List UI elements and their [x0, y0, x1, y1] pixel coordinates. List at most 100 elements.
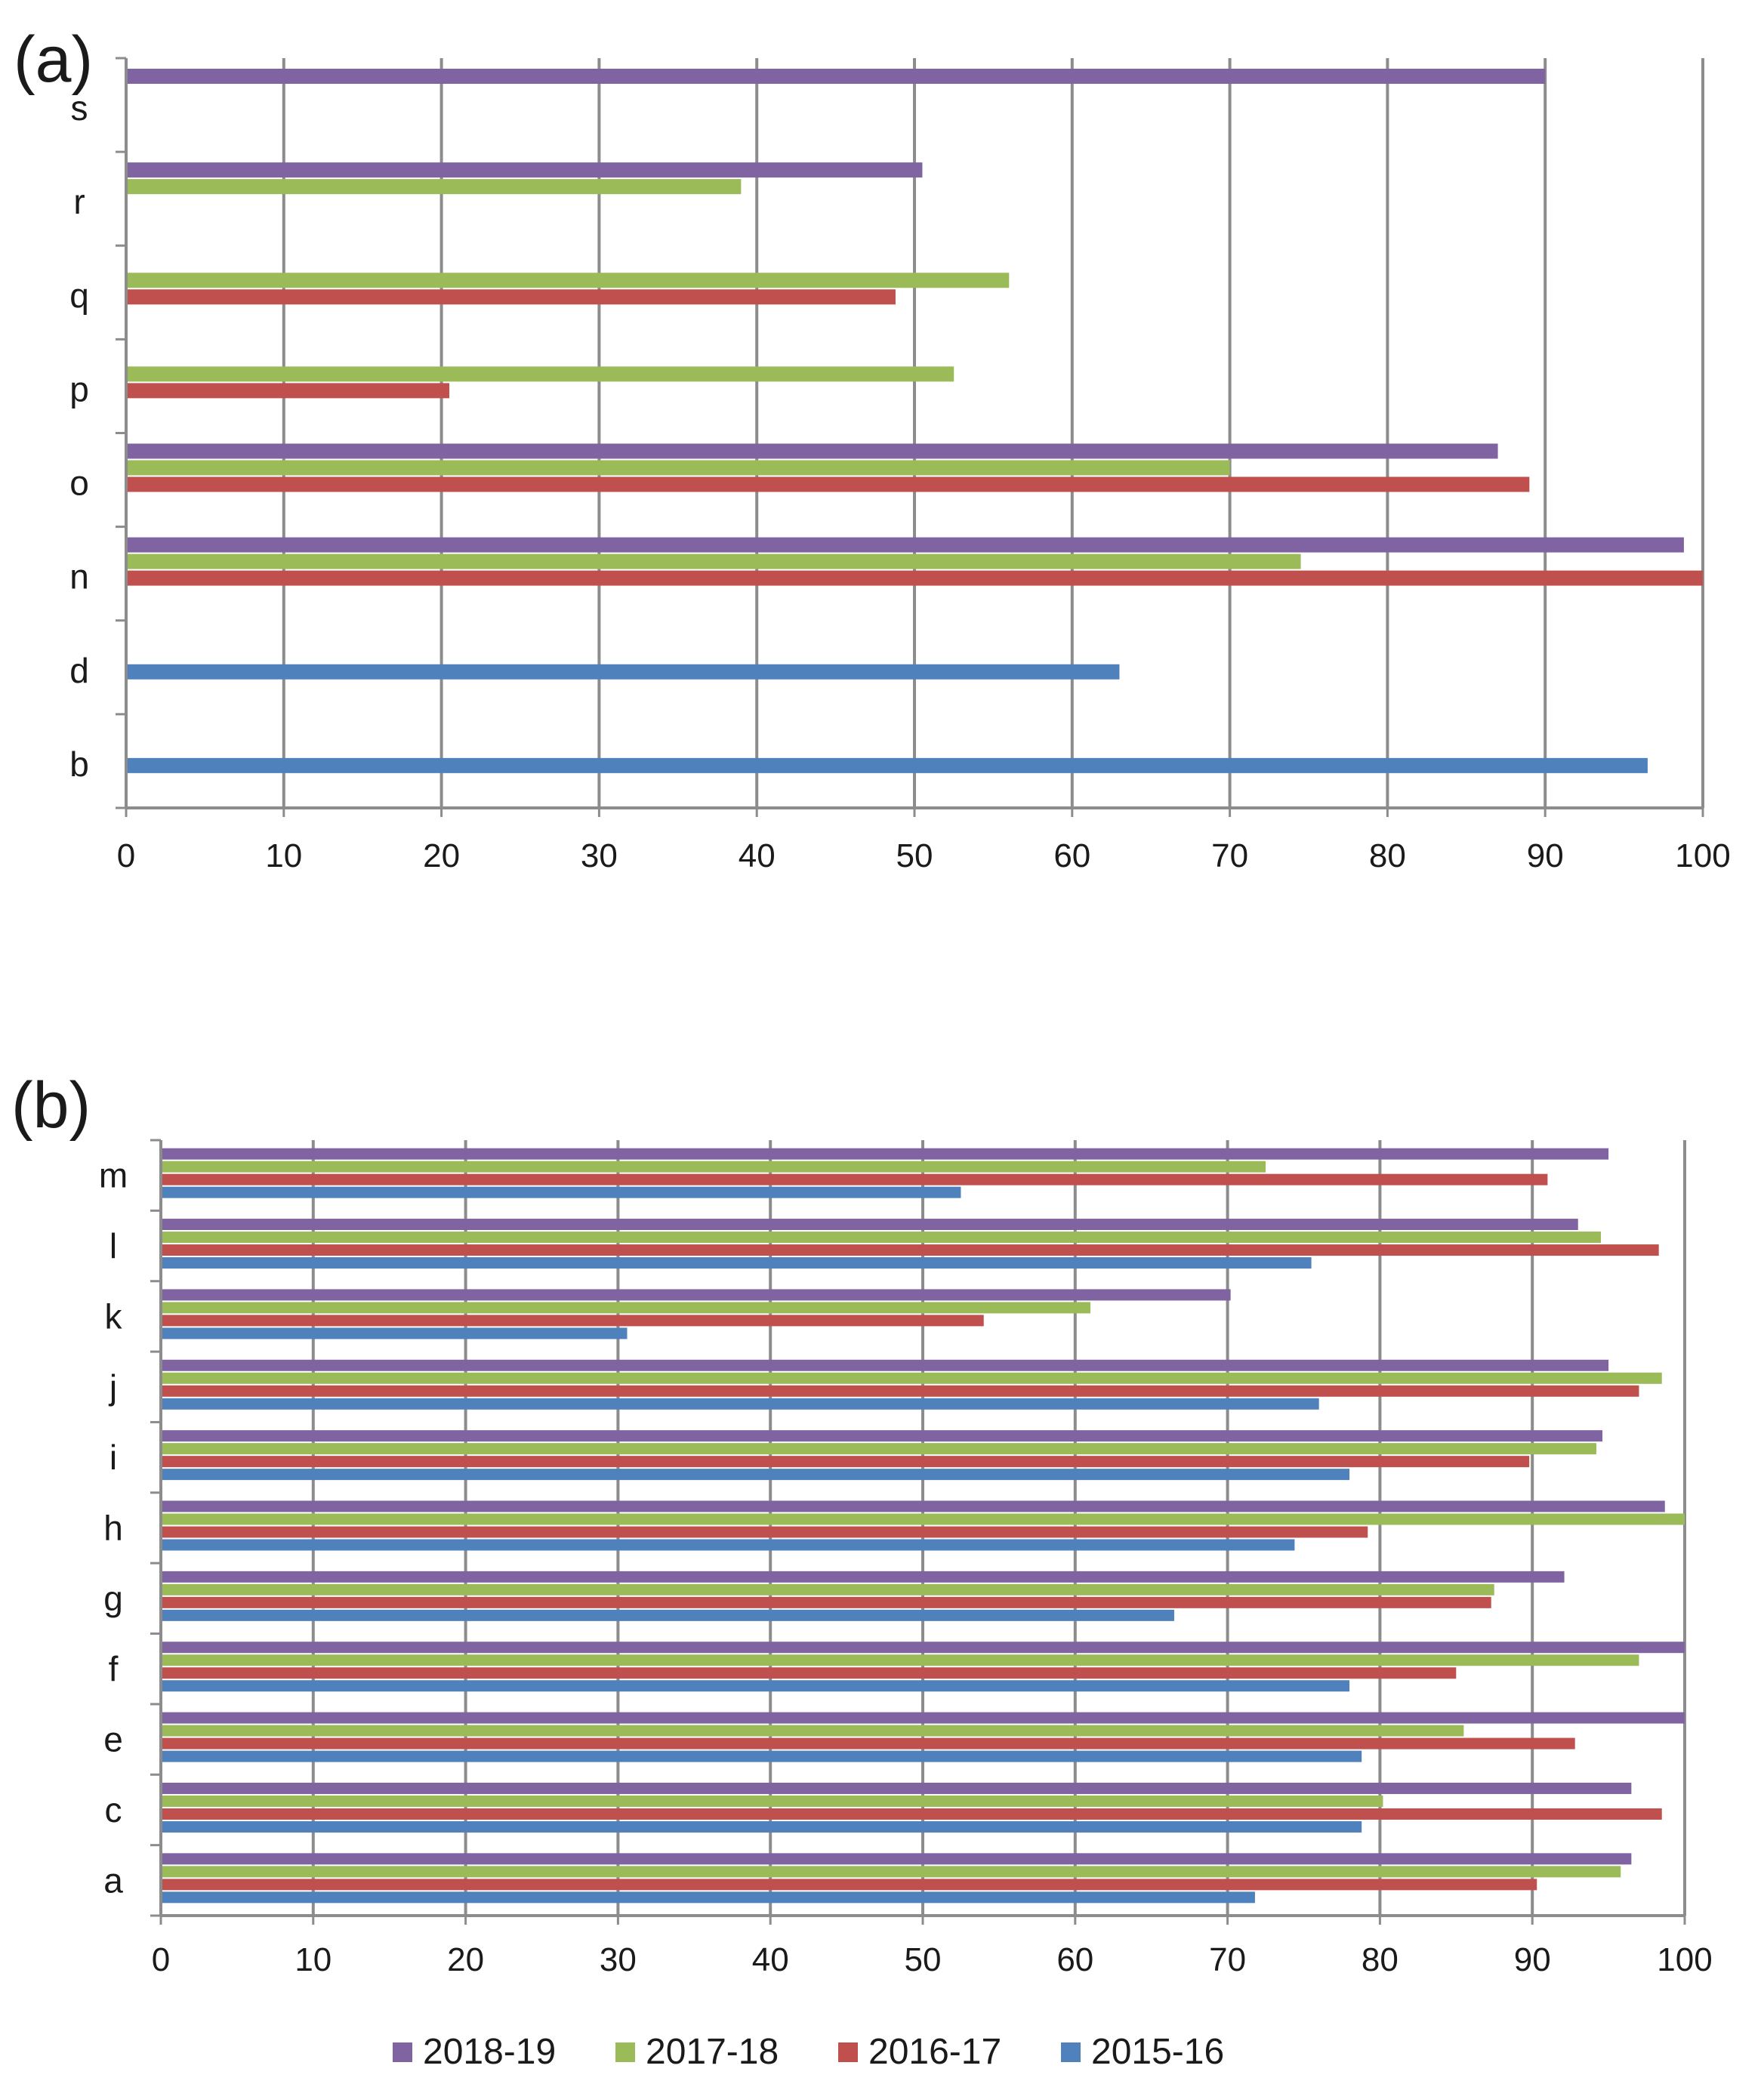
- a-x-tick-label-80: 80: [1369, 837, 1406, 874]
- a-x-tick-label-60: 60: [1053, 837, 1090, 874]
- a-bar-o-2017-18: [128, 460, 1230, 476]
- b-bar-a-2017-18: [162, 1866, 1621, 1878]
- legend-label-2017-18: 2017-18: [646, 2032, 779, 2072]
- b-bar-a-2016-17: [162, 1879, 1537, 1891]
- b-x-tick-label-10: 10: [295, 1941, 332, 1978]
- panel-a-label: (a): [14, 23, 93, 96]
- legend-swatch-2016-17: [838, 2042, 858, 2062]
- a-bar-q-2017-18: [128, 273, 1010, 288]
- b-bar-g-2015-16: [162, 1609, 1174, 1621]
- b-bar-e-2016-17: [162, 1737, 1575, 1750]
- b-x-tick-label-60: 60: [1056, 1941, 1093, 1978]
- b-bar-i-2018-19: [162, 1430, 1603, 1442]
- b-x-tick-label-20: 20: [447, 1941, 484, 1978]
- b-bar-l-2018-19: [162, 1219, 1578, 1231]
- b-bar-h-2016-17: [162, 1526, 1368, 1538]
- b-category-label-a: a: [103, 1860, 123, 1900]
- a-category-label-p: p: [69, 369, 89, 408]
- a-bar-p-2016-17: [128, 383, 450, 399]
- b-bar-i-2016-17: [162, 1456, 1530, 1468]
- legend-swatch-2017-18: [615, 2042, 635, 2062]
- b-bar-h-2015-16: [162, 1539, 1295, 1551]
- legend-label-2018-19: 2018-19: [423, 2032, 556, 2072]
- b-bar-k-2016-17: [162, 1315, 984, 1327]
- b-bar-g-2016-17: [162, 1596, 1491, 1608]
- b-category-label-f: f: [109, 1649, 119, 1688]
- b-x-tick-label-0: 0: [152, 1941, 170, 1978]
- a-category-label-o: o: [69, 464, 89, 503]
- a-bar-n-2016-17: [128, 570, 1703, 586]
- a-category-label-d: d: [69, 651, 89, 690]
- a-category-label-n: n: [69, 557, 89, 597]
- a-bar-d-2015-16: [128, 664, 1120, 680]
- a-category-label-s: s: [71, 88, 88, 128]
- panel-b-label: (b): [11, 1069, 91, 1142]
- legend-swatch-2018-19: [393, 2042, 412, 2062]
- legend: 2018-19 2017-18 2016-17 2015-16: [393, 2032, 1224, 2072]
- b-bar-l-2016-17: [162, 1244, 1659, 1256]
- a-category-label-q: q: [69, 276, 89, 315]
- a-bar-b-2015-16: [128, 757, 1648, 773]
- b-bar-e-2018-19: [162, 1712, 1685, 1724]
- a-category-label-r: r: [73, 182, 85, 221]
- b-bar-i-2015-16: [162, 1469, 1350, 1481]
- a-x-tick-label-50: 50: [896, 837, 933, 874]
- a-x-tick-label-30: 30: [581, 837, 618, 874]
- b-bar-g-2018-19: [162, 1571, 1565, 1583]
- b-category-label-e: e: [103, 1720, 123, 1759]
- b-bar-k-2018-19: [162, 1289, 1231, 1301]
- b-x-tick-label-70: 70: [1209, 1941, 1246, 1978]
- b-category-label-i: i: [109, 1438, 117, 1477]
- legend-label-2016-17: 2016-17: [868, 2032, 1001, 2072]
- b-bar-m-2017-18: [162, 1161, 1266, 1173]
- b-bar-c-2017-18: [162, 1795, 1383, 1807]
- b-category-label-h: h: [103, 1509, 123, 1548]
- b-x-tick-label-30: 30: [600, 1941, 637, 1978]
- a-bar-n-2017-18: [128, 553, 1301, 569]
- b-bar-f-2018-19: [162, 1642, 1685, 1654]
- legend-label-2015-16: 2015-16: [1091, 2032, 1224, 2072]
- b-bar-c-2015-16: [162, 1820, 1362, 1833]
- b-bar-c-2018-19: [162, 1782, 1632, 1794]
- b-bar-e-2015-16: [162, 1750, 1362, 1762]
- b-category-label-g: g: [103, 1579, 123, 1618]
- b-bar-i-2017-18: [162, 1443, 1596, 1455]
- b-category-label-j: j: [108, 1367, 117, 1407]
- b-bar-a-2015-16: [162, 1891, 1255, 1904]
- b-bar-m-2015-16: [162, 1186, 961, 1198]
- b-bar-e-2017-18: [162, 1725, 1464, 1737]
- b-bar-m-2018-19: [162, 1148, 1609, 1160]
- legend-swatch-2015-16: [1061, 2042, 1081, 2062]
- b-bar-c-2016-17: [162, 1808, 1662, 1820]
- b-x-tick-label-40: 40: [752, 1941, 789, 1978]
- panel-a-chart: (a) 0 10 20 30 40 50 60 70 80 90 100 s r q p o n d b: [14, 23, 1731, 874]
- a-x-tick-label-70: 70: [1211, 837, 1248, 874]
- b-bar-g-2017-18: [162, 1583, 1494, 1595]
- a-x-tick-label-20: 20: [423, 837, 460, 874]
- b-bar-f-2017-18: [162, 1654, 1639, 1666]
- b-bar-k-2015-16: [162, 1327, 628, 1339]
- b-bar-f-2016-17: [162, 1667, 1457, 1679]
- b-bar-k-2017-18: [162, 1302, 1090, 1314]
- a-bar-s-2018-19: [128, 69, 1546, 84]
- a-bar-q-2016-17: [128, 289, 896, 305]
- b-category-label-l: l: [109, 1226, 117, 1266]
- a-x-tick-label-90: 90: [1527, 837, 1564, 874]
- a-x-tick-label-100: 100: [1675, 837, 1730, 874]
- a-x-tick-label-10: 10: [265, 837, 302, 874]
- b-bar-j-2016-17: [162, 1385, 1639, 1397]
- b-bar-j-2017-18: [162, 1372, 1662, 1384]
- a-bar-o-2018-19: [128, 443, 1498, 459]
- b-x-tick-label-80: 80: [1362, 1941, 1399, 1978]
- b-bar-j-2018-19: [162, 1359, 1609, 1371]
- a-bar-o-2016-17: [128, 476, 1530, 492]
- b-category-label-k: k: [105, 1296, 123, 1336]
- b-x-tick-label-100: 100: [1657, 1941, 1712, 1978]
- a-bar-r-2017-18: [128, 179, 742, 195]
- b-bar-m-2016-17: [162, 1173, 1548, 1185]
- b-x-tick-label-50: 50: [905, 1941, 942, 1978]
- b-bar-a-2018-19: [162, 1853, 1632, 1865]
- a-bar-n-2018-19: [128, 537, 1684, 553]
